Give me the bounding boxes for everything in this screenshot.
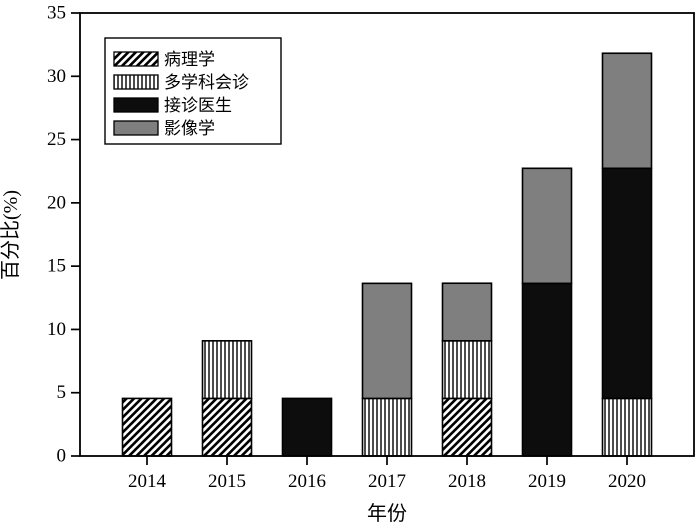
x-tick-label: 2016 [288, 471, 326, 492]
bar-segment-2016-solid-black [281, 397, 333, 457]
y-tick-label: 25 [47, 129, 66, 150]
legend-label-multidisciplinary: 多学科会诊 [164, 73, 249, 92]
bar-segment-2020-solid-gray [601, 52, 653, 170]
bar-segment-2015-vertical-lines [201, 340, 253, 400]
bar-segment-2019-solid-gray [521, 167, 573, 285]
x-tick-label: 2018 [448, 471, 486, 492]
y-tick-label: 0 [57, 446, 67, 467]
legend-label-pathology: 病理学 [164, 50, 215, 69]
legend-swatch-solid-gray [113, 120, 159, 136]
x-tick-label: 2019 [528, 471, 566, 492]
y-tick-label: 5 [57, 382, 67, 403]
bar-segment-2020-solid-black [601, 167, 653, 400]
legend-item-pathology: 病理学 [113, 50, 215, 69]
bar-segment-2017-vertical-lines [361, 397, 413, 457]
legend-item-multidisciplinary: 多学科会诊 [113, 73, 249, 92]
y-axis-title: 百分比(%) [0, 190, 22, 280]
bar-segment-2018-vertical-lines [441, 340, 493, 400]
y-tick-label: 20 [47, 192, 66, 213]
bar-segment-2015-diagonal-hatch [201, 397, 253, 457]
legend-item-imaging: 影像学 [113, 119, 215, 138]
legend-label-attending-doctor: 接诊医生 [164, 96, 232, 115]
x-tick-label: 2015 [208, 471, 246, 492]
bar-segment-2017-solid-gray [361, 282, 413, 400]
bar-segment-2018-diagonal-hatch [441, 397, 493, 457]
x-axis-ticks: 2014 2015 2016 2017 2018 2019 2020 [128, 456, 646, 492]
y-axis-ticks: 0 5 10 15 20 25 30 35 [47, 3, 80, 467]
y-tick-label: 10 [47, 319, 66, 340]
legend-swatch-solid-black [113, 97, 159, 113]
legend-swatch-diagonal-hatch [113, 51, 159, 67]
legend-item-attending-doctor: 接诊医生 [113, 96, 232, 115]
legend-label-imaging: 影像学 [164, 119, 215, 138]
bar-segment-2019-solid-black [521, 282, 573, 457]
x-tick-label: 2014 [128, 471, 167, 492]
x-tick-label: 2020 [608, 471, 646, 492]
y-tick-label: 15 [47, 256, 66, 277]
bars-group [121, 52, 653, 457]
x-tick-label: 2017 [368, 471, 406, 492]
bar-segment-2020-vertical-lines [601, 397, 653, 457]
legend-swatch-vertical-lines [113, 74, 159, 90]
y-tick-label: 30 [47, 66, 66, 87]
y-tick-label: 35 [47, 3, 66, 24]
legend: 病理学 多学科会诊 接诊医生 影像学 [104, 37, 282, 145]
bar-segment-2014-diagonal-hatch [121, 397, 173, 457]
bar-segment-2018-solid-gray [441, 282, 493, 342]
x-axis-title: 年份 [367, 502, 407, 525]
